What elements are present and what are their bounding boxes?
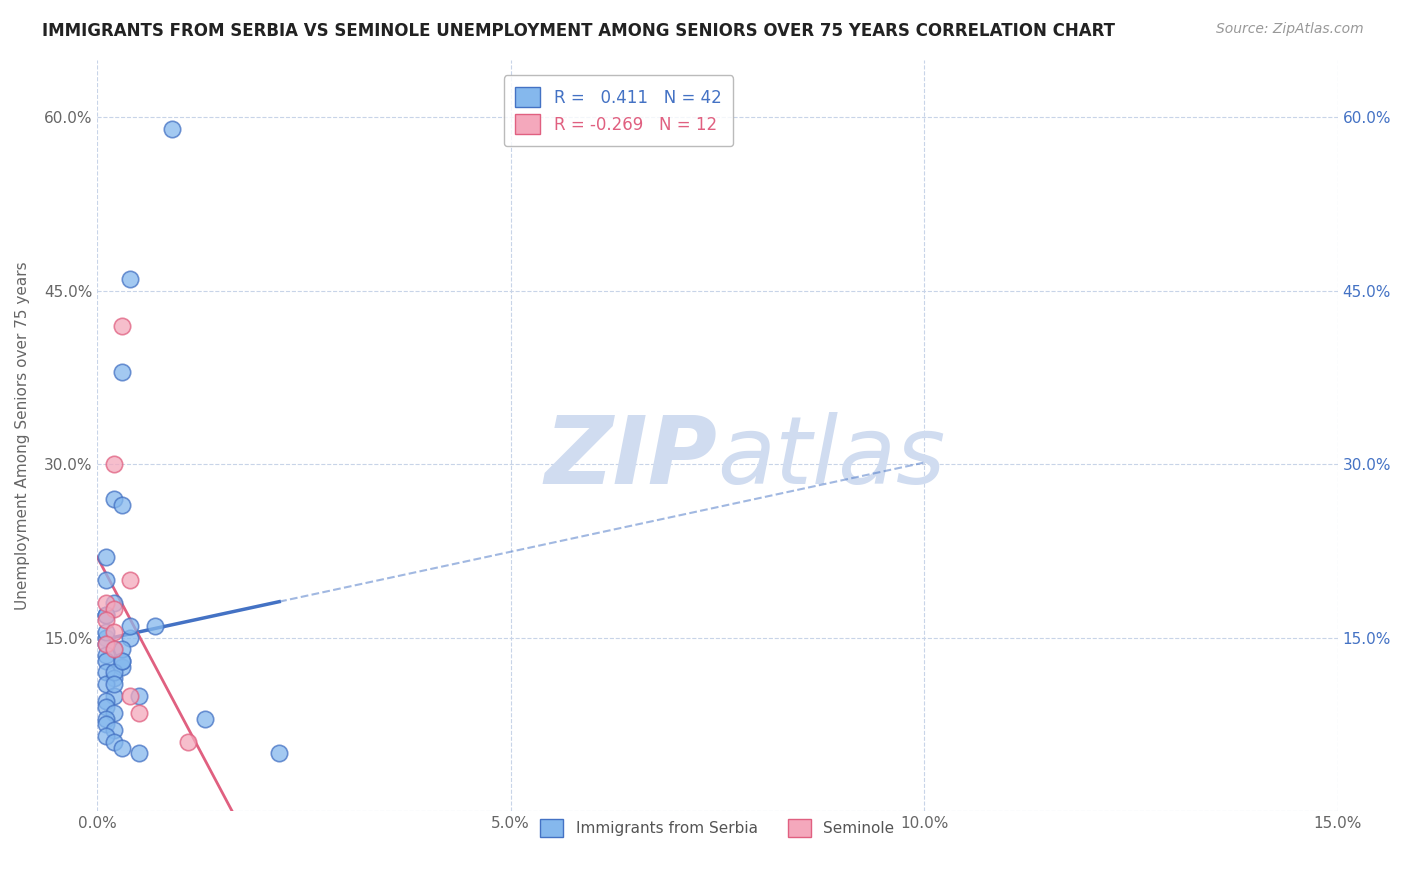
Text: ZIP: ZIP xyxy=(544,412,717,504)
Seminole xyxy=(177,735,200,749)
Seminole xyxy=(111,318,134,333)
Immigrants from Serbia xyxy=(111,498,134,512)
Seminole xyxy=(94,614,117,628)
Immigrants from Serbia xyxy=(120,272,142,286)
Legend: Immigrants from Serbia, Seminole: Immigrants from Serbia, Seminole xyxy=(533,811,903,845)
Immigrants from Serbia xyxy=(94,717,117,731)
Immigrants from Serbia xyxy=(111,654,134,668)
Immigrants from Serbia xyxy=(103,706,125,720)
Immigrants from Serbia xyxy=(103,665,125,680)
Immigrants from Serbia xyxy=(103,671,125,685)
Immigrants from Serbia xyxy=(120,619,142,633)
Immigrants from Serbia xyxy=(111,642,134,657)
Immigrants from Serbia xyxy=(269,747,291,761)
Immigrants from Serbia xyxy=(94,729,117,743)
Immigrants from Serbia xyxy=(94,607,117,622)
Immigrants from Serbia xyxy=(103,491,125,506)
Text: atlas: atlas xyxy=(717,412,946,503)
Immigrants from Serbia xyxy=(111,740,134,755)
Immigrants from Serbia xyxy=(94,712,117,726)
Immigrants from Serbia xyxy=(111,659,134,673)
Seminole xyxy=(103,624,125,639)
Seminole xyxy=(94,636,117,650)
Seminole xyxy=(94,596,117,610)
Immigrants from Serbia xyxy=(94,573,117,587)
Immigrants from Serbia xyxy=(103,642,125,657)
Seminole xyxy=(103,458,125,472)
Seminole xyxy=(120,689,142,703)
Immigrants from Serbia xyxy=(103,689,125,703)
Immigrants from Serbia xyxy=(103,735,125,749)
Immigrants from Serbia xyxy=(94,700,117,714)
Immigrants from Serbia xyxy=(103,596,125,610)
Immigrants from Serbia xyxy=(143,619,166,633)
Seminole xyxy=(120,573,142,587)
Immigrants from Serbia xyxy=(160,122,183,136)
Immigrants from Serbia xyxy=(94,677,117,691)
Immigrants from Serbia xyxy=(111,654,134,668)
Immigrants from Serbia xyxy=(94,624,117,639)
Immigrants from Serbia xyxy=(103,677,125,691)
Immigrants from Serbia xyxy=(94,694,117,708)
Seminole xyxy=(103,602,125,616)
Seminole xyxy=(128,706,150,720)
Immigrants from Serbia xyxy=(94,654,117,668)
Immigrants from Serbia xyxy=(128,689,150,703)
Text: Source: ZipAtlas.com: Source: ZipAtlas.com xyxy=(1216,22,1364,37)
Immigrants from Serbia xyxy=(94,648,117,662)
Immigrants from Serbia xyxy=(103,723,125,738)
Immigrants from Serbia xyxy=(94,665,117,680)
Immigrants from Serbia xyxy=(94,636,117,650)
Seminole xyxy=(103,642,125,657)
Immigrants from Serbia xyxy=(128,747,150,761)
Immigrants from Serbia xyxy=(194,712,217,726)
Immigrants from Serbia xyxy=(111,365,134,379)
Immigrants from Serbia xyxy=(94,631,117,645)
Text: IMMIGRANTS FROM SERBIA VS SEMINOLE UNEMPLOYMENT AMONG SENIORS OVER 75 YEARS CORR: IMMIGRANTS FROM SERBIA VS SEMINOLE UNEMP… xyxy=(42,22,1115,40)
Immigrants from Serbia xyxy=(120,631,142,645)
Immigrants from Serbia xyxy=(94,607,117,622)
Immigrants from Serbia xyxy=(94,549,117,564)
Y-axis label: Unemployment Among Seniors over 75 years: Unemployment Among Seniors over 75 years xyxy=(15,261,30,610)
